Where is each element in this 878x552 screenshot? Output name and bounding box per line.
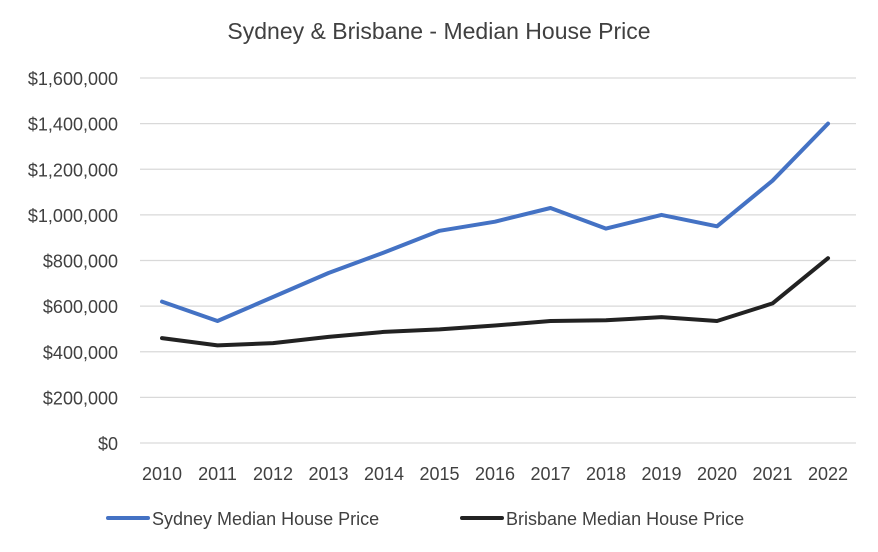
legend-item: Brisbane Median House Price [460,509,744,529]
y-tick-label: $1,200,000 [28,160,118,180]
x-tick-label: 2015 [419,464,459,484]
x-tick-label: 2013 [308,464,348,484]
x-tick-label: 2021 [752,464,792,484]
legend-label: Brisbane Median House Price [506,509,744,529]
series-lines [160,121,830,348]
x-tick-label: 2018 [586,464,626,484]
x-tick-label: 2012 [253,464,293,484]
legend-label: Sydney Median House Price [152,509,379,529]
y-tick-label: $1,000,000 [28,206,118,226]
x-tick-label: 2014 [364,464,404,484]
x-tick-label: 2019 [641,464,681,484]
x-tick-label: 2011 [198,464,237,484]
x-tick-label: 2022 [808,464,848,484]
x-tick-label: 2016 [475,464,515,484]
series-line-sydney [160,121,830,323]
gridlines [140,77,856,444]
y-tick-label: $1,400,000 [28,115,118,135]
y-tick-label: $1,600,000 [28,69,118,89]
y-axis-tick-labels: $0 $200,000 $400,000 $600,000 $800,000 $1,000… [28,69,118,454]
x-tick-label: 2020 [697,464,737,484]
x-tick-label: 2017 [530,464,570,484]
x-tick-label: 2010 [142,464,182,484]
legend-item: Sydney Median House Price [106,509,379,529]
y-tick-label: $400,000 [43,343,118,363]
y-tick-label: $800,000 [43,252,118,272]
x-axis-tick-labels: 2010 2011 2012 2013 2014 2015 2016 2017 2018 2019… [142,464,848,484]
y-tick-label: $0 [98,434,118,454]
y-tick-label: $200,000 [43,388,118,408]
series-line-brisbane [160,256,830,348]
y-tick-label: $600,000 [43,297,118,317]
chart-title: Sydney & Brisbane - Median House Price [227,18,651,44]
legend: Sydney Median House Price Brisbane Median… [106,509,744,529]
